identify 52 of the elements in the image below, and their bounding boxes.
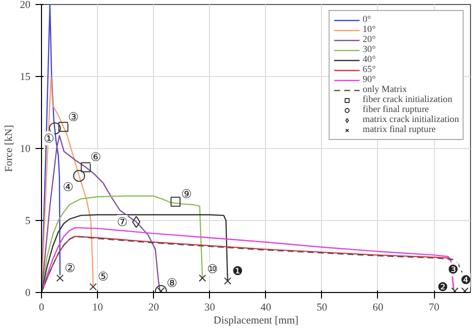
legend-label: 40° [362, 55, 377, 65]
annotation: ⑤ [98, 270, 108, 284]
legend-label: matrix crack initialization [362, 115, 459, 125]
x-axis-title: Displacement [mm] [214, 316, 298, 326]
point [56, 274, 64, 282]
legend-label: only Matrix [362, 85, 407, 95]
annotation: ⑩ [207, 262, 218, 276]
annotation: ④ [62, 180, 74, 194]
annotation: ② [64, 261, 76, 276]
annotation: ❸ [448, 262, 458, 276]
legend-label: fiber final rupture [362, 105, 429, 115]
y-tick-label: 5 [25, 216, 30, 227]
x-tick-label: 50 [316, 302, 328, 314]
y-tick-label: 15 [20, 72, 30, 83]
legend-label: 30° [362, 45, 377, 55]
x-tick-label: 0 [38, 302, 44, 314]
legend-label: 10° [362, 25, 377, 35]
annotation: ❶ [232, 264, 244, 278]
annotation: ⑧ [166, 276, 178, 290]
x-tick-label: 30 [204, 302, 216, 314]
legend-label: 0° [362, 15, 372, 25]
x-tick-label: 70 [428, 302, 440, 314]
x-tick-label: 40 [260, 302, 272, 314]
y-axis-title: Force [kN] [4, 124, 15, 172]
line-series [42, 134, 160, 292]
legend-label: 90° [362, 75, 377, 85]
legend-label: fiber crack initialization [362, 95, 452, 105]
x-tick-label: 20 [148, 302, 159, 314]
point [80, 162, 91, 172]
annotation: ③ [68, 110, 79, 124]
y-tick-label: 20 [20, 0, 30, 11]
y-tick-label: 0 [25, 288, 30, 299]
annotation: ❷ [437, 280, 448, 294]
annotation: ⑨ [181, 186, 192, 201]
point [89, 283, 97, 290]
x-tick-label: 60 [372, 302, 384, 314]
annotation: ① [44, 131, 54, 146]
annotation: ⑥ [90, 150, 102, 164]
legend-label: matrix final rupture [362, 125, 436, 135]
y-tick-label: 10 [20, 144, 30, 155]
point [73, 170, 86, 182]
point [224, 277, 232, 285]
point [198, 274, 206, 282]
x-tick-label: 10 [92, 302, 103, 314]
point [58, 122, 68, 132]
point [451, 287, 458, 292]
legend-label: 20° [362, 35, 377, 45]
annotation: ⑦ [116, 214, 128, 229]
legend-label: 65° [362, 65, 377, 75]
annotation: ❹ [460, 273, 472, 288]
point [170, 196, 181, 207]
point [48, 122, 61, 134]
